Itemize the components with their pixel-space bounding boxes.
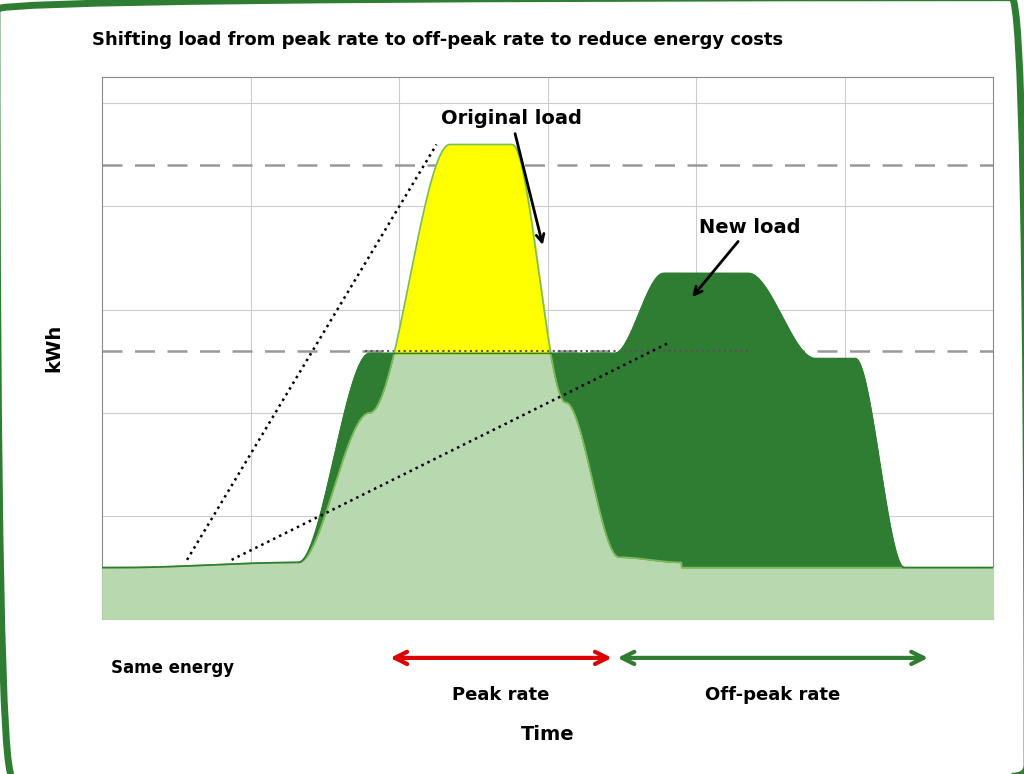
Text: Off-peak rate: Off-peak rate xyxy=(706,687,841,704)
Text: New load: New load xyxy=(694,217,801,295)
Text: Time: Time xyxy=(521,724,574,744)
Text: Shifting load from peak rate to off-peak rate to reduce energy costs: Shifting load from peak rate to off-peak… xyxy=(92,31,783,49)
Text: kWh: kWh xyxy=(44,324,62,372)
Text: Original load: Original load xyxy=(441,109,582,242)
Text: Peak rate: Peak rate xyxy=(453,687,550,704)
Text: Same energy: Same energy xyxy=(112,659,234,677)
